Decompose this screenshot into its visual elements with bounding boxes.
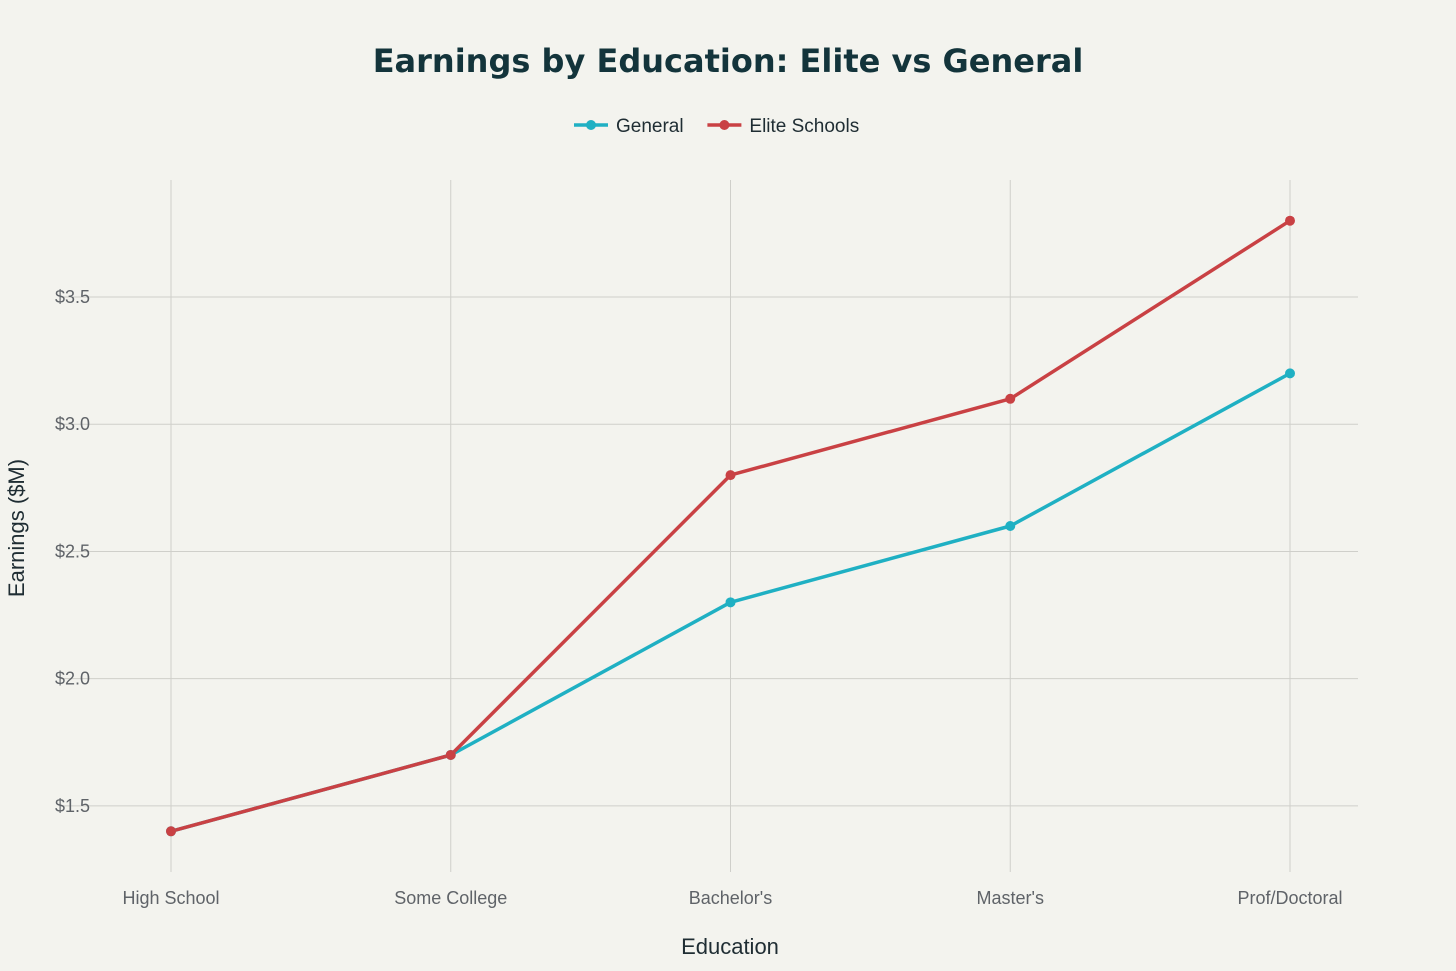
- legend-marker-general: [586, 120, 596, 130]
- data-point-elite-schools: [725, 470, 736, 481]
- x-tick-label: High School: [122, 888, 219, 908]
- data-point-elite-schools: [1005, 393, 1016, 404]
- x-tick-label: Prof/Doctoral: [1237, 888, 1342, 908]
- x-tick-label: Master's: [977, 888, 1044, 908]
- legend-label-general: General: [616, 116, 684, 137]
- y-tick-label: $2.5: [55, 541, 90, 561]
- data-point-elite-schools: [1285, 215, 1295, 226]
- legend-marker-elite-schools: [719, 120, 730, 130]
- grid-lines: [60, 180, 1358, 872]
- y-axis-tick-labels: $1.5 $2.0 $2.5 $3.0 $3.5: [55, 287, 90, 816]
- data-point-general: [725, 597, 736, 608]
- legend-label-elite-schools: Elite Schools: [749, 116, 859, 137]
- x-tick-label: Some College: [394, 888, 507, 908]
- chart-title: Earnings by Education: Elite vs General: [373, 42, 1084, 80]
- x-axis-title: Education: [681, 934, 779, 959]
- y-tick-label: $2.0: [55, 669, 90, 689]
- data-point-elite-schools: [166, 826, 176, 837]
- data-point-elite-schools: [445, 749, 456, 760]
- series-points: [166, 215, 1295, 837]
- y-tick-label: $3.0: [55, 414, 90, 434]
- y-tick-label: $3.5: [55, 287, 90, 307]
- y-axis-title: Earnings ($M): [4, 459, 29, 597]
- x-axis-tick-labels: High School Some College Bachelor's Master'…: [122, 888, 1342, 908]
- data-point-general: [1005, 521, 1016, 531]
- x-tick-label: Bachelor's: [689, 888, 772, 908]
- y-tick-label: $1.5: [55, 796, 90, 816]
- chart-legend: General Elite Schools: [574, 116, 859, 137]
- data-point-general: [1285, 368, 1295, 379]
